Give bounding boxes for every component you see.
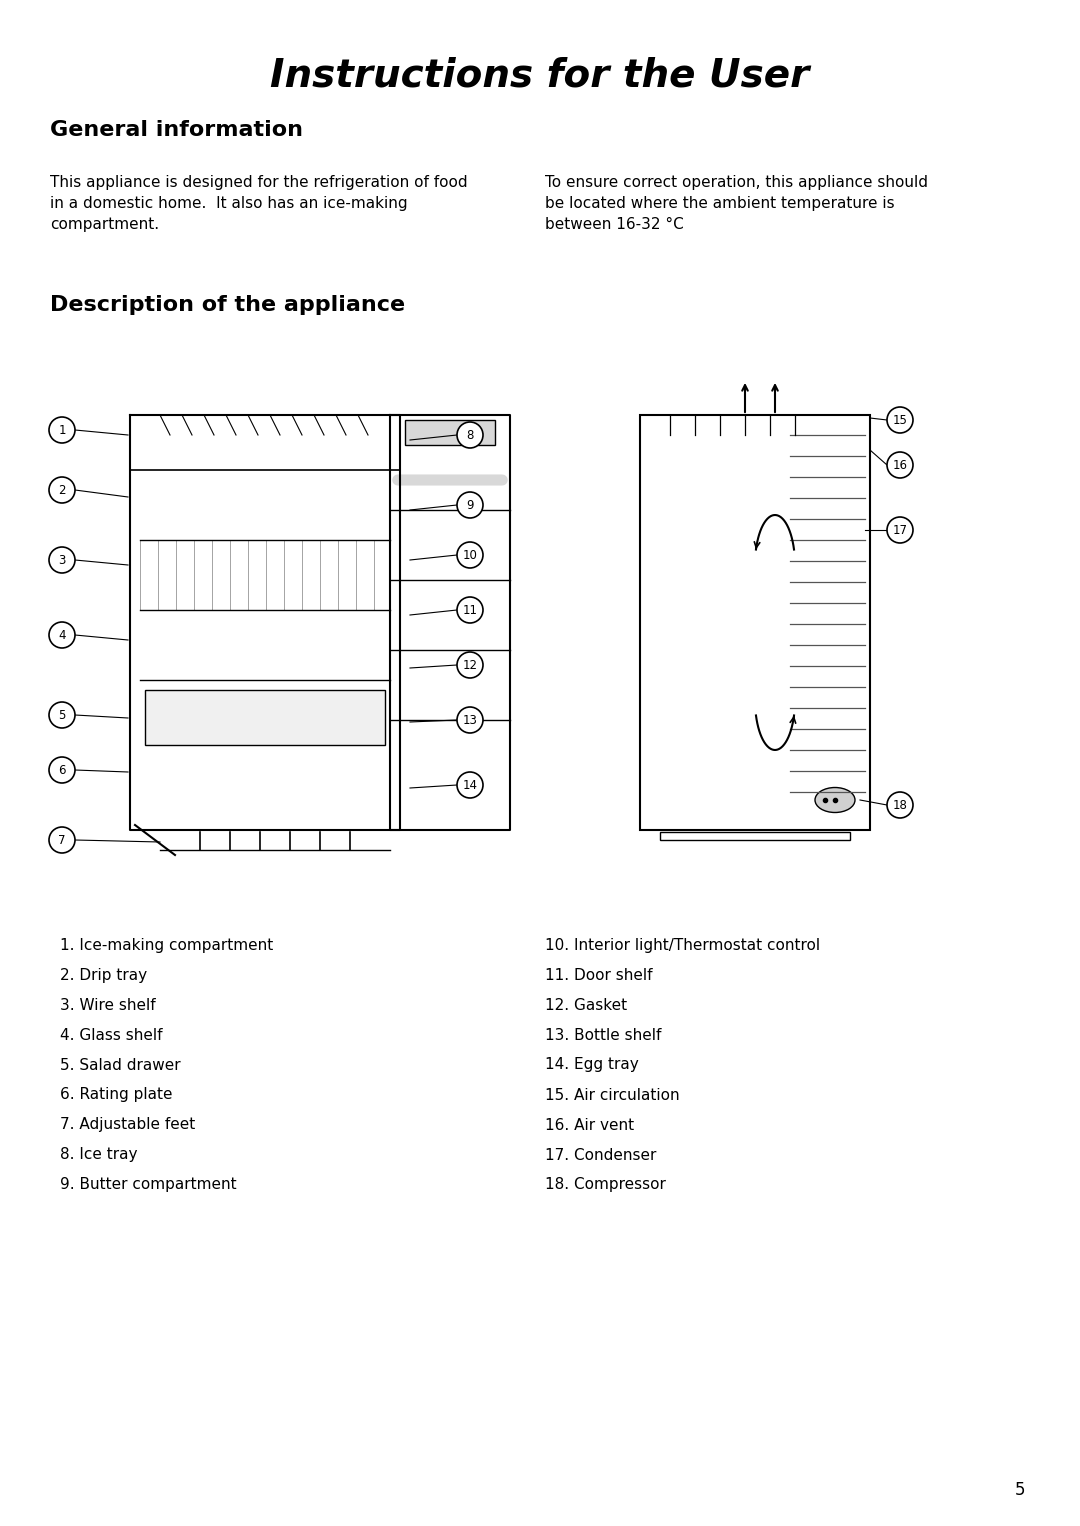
Text: 3. Wire shelf: 3. Wire shelf [60, 998, 156, 1012]
Text: 7: 7 [58, 833, 66, 847]
Text: 12: 12 [462, 659, 477, 671]
Circle shape [457, 597, 483, 623]
Bar [660, 832, 850, 839]
Text: 14. Egg tray: 14. Egg tray [545, 1058, 638, 1073]
Text: 11. Door shelf: 11. Door shelf [545, 967, 652, 983]
Text: 2: 2 [58, 484, 66, 496]
Bar [405, 420, 495, 446]
Text: 18. Compressor: 18. Compressor [545, 1178, 666, 1192]
Bar [145, 690, 384, 745]
Circle shape [887, 452, 913, 478]
Text: 11: 11 [462, 603, 477, 617]
Text: 6: 6 [58, 763, 66, 777]
Text: 4. Glass shelf: 4. Glass shelf [60, 1027, 162, 1042]
Text: 9. Butter compartment: 9. Butter compartment [60, 1178, 237, 1192]
Text: 13. Bottle shelf: 13. Bottle shelf [545, 1027, 661, 1042]
Text: 17. Condenser: 17. Condenser [545, 1148, 657, 1163]
Text: 7. Adjustable feet: 7. Adjustable feet [60, 1117, 195, 1132]
Circle shape [49, 757, 75, 783]
Text: 18: 18 [892, 798, 907, 812]
Circle shape [887, 792, 913, 818]
Text: 2. Drip tray: 2. Drip tray [60, 967, 147, 983]
Circle shape [49, 546, 75, 572]
Circle shape [457, 542, 483, 568]
Circle shape [457, 772, 483, 798]
Text: 12. Gasket: 12. Gasket [545, 998, 627, 1012]
Text: 8. Ice tray: 8. Ice tray [60, 1148, 137, 1163]
Text: 17: 17 [892, 523, 907, 537]
Circle shape [49, 702, 75, 728]
Circle shape [49, 417, 75, 443]
Circle shape [49, 623, 75, 649]
Ellipse shape [815, 787, 855, 812]
Text: 1. Ice-making compartment: 1. Ice-making compartment [60, 937, 273, 952]
Text: 8: 8 [467, 429, 474, 441]
Text: To ensure correct operation, this appliance should
be located where the ambient : To ensure correct operation, this applia… [545, 175, 928, 232]
Circle shape [457, 491, 483, 517]
Circle shape [457, 707, 483, 732]
Text: This appliance is designed for the refrigeration of food
in a domestic home.  It: This appliance is designed for the refri… [50, 175, 468, 232]
Text: 10: 10 [462, 548, 477, 562]
Text: 3: 3 [58, 554, 66, 566]
Text: 10. Interior light/Thermostat control: 10. Interior light/Thermostat control [545, 937, 820, 952]
Text: 14: 14 [462, 778, 477, 792]
Circle shape [887, 517, 913, 543]
Circle shape [457, 652, 483, 678]
Circle shape [457, 423, 483, 449]
Text: 1: 1 [58, 424, 66, 436]
Text: 15: 15 [892, 414, 907, 426]
Text: 9: 9 [467, 499, 474, 511]
Text: 5: 5 [1015, 1482, 1025, 1499]
Text: 5. Salad drawer: 5. Salad drawer [60, 1058, 180, 1073]
Text: 15. Air circulation: 15. Air circulation [545, 1088, 679, 1102]
Text: 16. Air vent: 16. Air vent [545, 1117, 634, 1132]
Text: 6. Rating plate: 6. Rating plate [60, 1088, 173, 1102]
Text: 5: 5 [58, 708, 66, 722]
Circle shape [49, 827, 75, 853]
Text: 16: 16 [892, 458, 907, 472]
Text: 4: 4 [58, 629, 66, 641]
Text: 13: 13 [462, 714, 477, 726]
Circle shape [887, 407, 913, 433]
Circle shape [49, 478, 75, 504]
Text: Instructions for the User: Instructions for the User [270, 56, 810, 95]
Bar [640, 415, 870, 830]
Text: General information: General information [50, 121, 303, 140]
Text: Description of the appliance: Description of the appliance [50, 295, 405, 314]
